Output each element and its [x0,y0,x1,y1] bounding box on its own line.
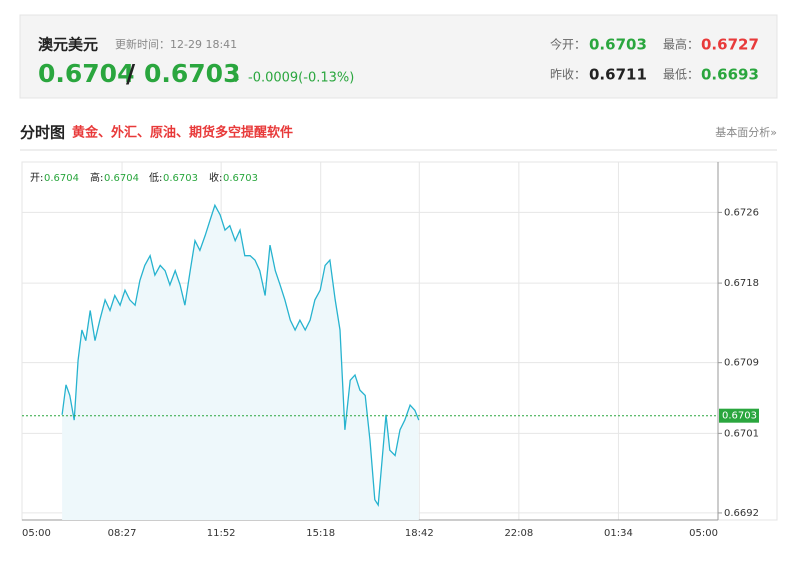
y-tick-label: 0.6709 [724,358,759,369]
x-tick-label: 05:00 [689,528,718,539]
y-tick-label: 0.6701 [724,428,759,439]
down-arrow: ↓ [230,70,242,86]
x-tick-label: 05:00 [22,528,51,539]
stat-label: 最高： [663,37,699,52]
legend-value: 0.6704 [44,173,79,184]
x-tick-label: 22:08 [504,528,533,539]
plot: 05:00 08:27 11:52 15:18 18:42 22:08 01:34 05:00… [21,162,759,539]
last-price-box [719,408,759,423]
y-tick-label: 0.6718 [724,278,759,289]
stat-label: 昨收： [550,68,586,82]
last-price-label: 0.6703 [722,411,757,422]
legend-label: 开: [30,173,43,184]
price-line [61,203,420,507]
quote-panel [19,14,778,99]
change: -0.0009(-0.13%) [248,71,354,86]
legend-label: 高: [90,171,103,184]
legend-value: 0.6704 [104,173,139,184]
x-tick-label: 08:27 [108,528,137,539]
section-title: 分时图 [20,124,65,142]
ask-price: 0.6703 [144,59,240,88]
y-tick-label: 0.6726 [724,207,759,218]
bid-price: 0.6704 [38,59,134,88]
legend-label: 低: [149,171,162,184]
area [62,205,419,521]
stat-value: 0.6693 [701,66,759,84]
legend-label: 收: [209,171,222,184]
legend-value: 0.6703 [223,173,258,184]
stat-label: 最低： [663,68,699,82]
y-tick-label: 0.6692 [724,508,759,519]
x-tick-label: 18:42 [405,528,434,539]
stat-value: 0.6727 [701,36,759,54]
legend-value: 0.6703 [163,173,198,184]
x-tick-label: 15:18 [306,528,335,539]
stat-value: 0.6711 [589,66,647,84]
update-time: 更新时间：12-29 18:41 [115,37,237,51]
stat-value: 0.6703 [589,36,647,54]
pair-title: 澳元美元 [38,36,98,54]
x-tick-label: 01:34 [604,528,633,539]
promo-link[interactable]: 黄金、外汇、原油、期货多空提醒软件 [72,125,293,141]
stat-label: 今开： [550,37,586,52]
x-tick-label: 11:52 [207,528,236,539]
analysis-link[interactable]: 基本面分析» [715,125,777,139]
separator: / [126,59,136,88]
